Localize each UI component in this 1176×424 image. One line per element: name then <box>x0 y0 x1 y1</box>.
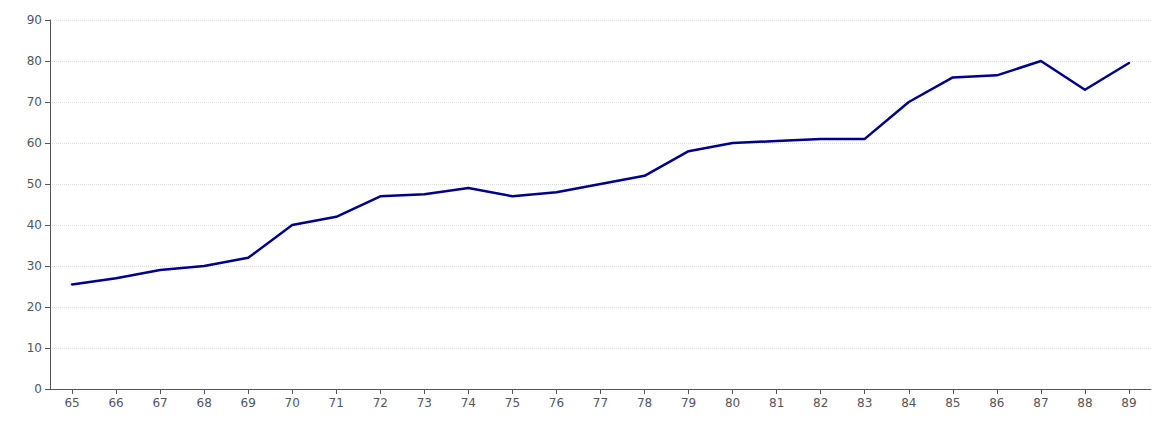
svg-text:66: 66 <box>108 396 123 410</box>
svg-text:74: 74 <box>461 396 476 410</box>
svg-text:60: 60 <box>27 136 42 150</box>
svg-text:65: 65 <box>64 396 79 410</box>
svg-text:72: 72 <box>373 396 388 410</box>
svg-text:78: 78 <box>637 396 652 410</box>
svg-text:80: 80 <box>27 54 42 68</box>
svg-text:73: 73 <box>417 396 432 410</box>
svg-text:71: 71 <box>329 396 344 410</box>
svg-text:76: 76 <box>549 396 564 410</box>
svg-text:20: 20 <box>27 300 42 314</box>
svg-text:86: 86 <box>989 396 1004 410</box>
svg-text:0: 0 <box>34 382 42 396</box>
svg-text:83: 83 <box>857 396 872 410</box>
svg-text:68: 68 <box>196 396 211 410</box>
svg-text:30: 30 <box>27 259 42 273</box>
svg-text:70: 70 <box>285 396 300 410</box>
svg-text:69: 69 <box>241 396 256 410</box>
svg-text:82: 82 <box>813 396 828 410</box>
svg-text:70: 70 <box>27 95 42 109</box>
svg-text:89: 89 <box>1121 396 1136 410</box>
svg-text:50: 50 <box>27 177 42 191</box>
svg-text:81: 81 <box>769 396 784 410</box>
svg-text:67: 67 <box>152 396 167 410</box>
svg-text:77: 77 <box>593 396 608 410</box>
svg-text:85: 85 <box>945 396 960 410</box>
svg-text:90: 90 <box>27 13 42 27</box>
svg-text:79: 79 <box>681 396 696 410</box>
svg-text:87: 87 <box>1033 396 1048 410</box>
svg-text:10: 10 <box>27 341 42 355</box>
svg-text:80: 80 <box>725 396 740 410</box>
svg-text:40: 40 <box>27 218 42 232</box>
svg-text:84: 84 <box>901 396 916 410</box>
svg-text:75: 75 <box>505 396 520 410</box>
svg-text:88: 88 <box>1077 396 1092 410</box>
